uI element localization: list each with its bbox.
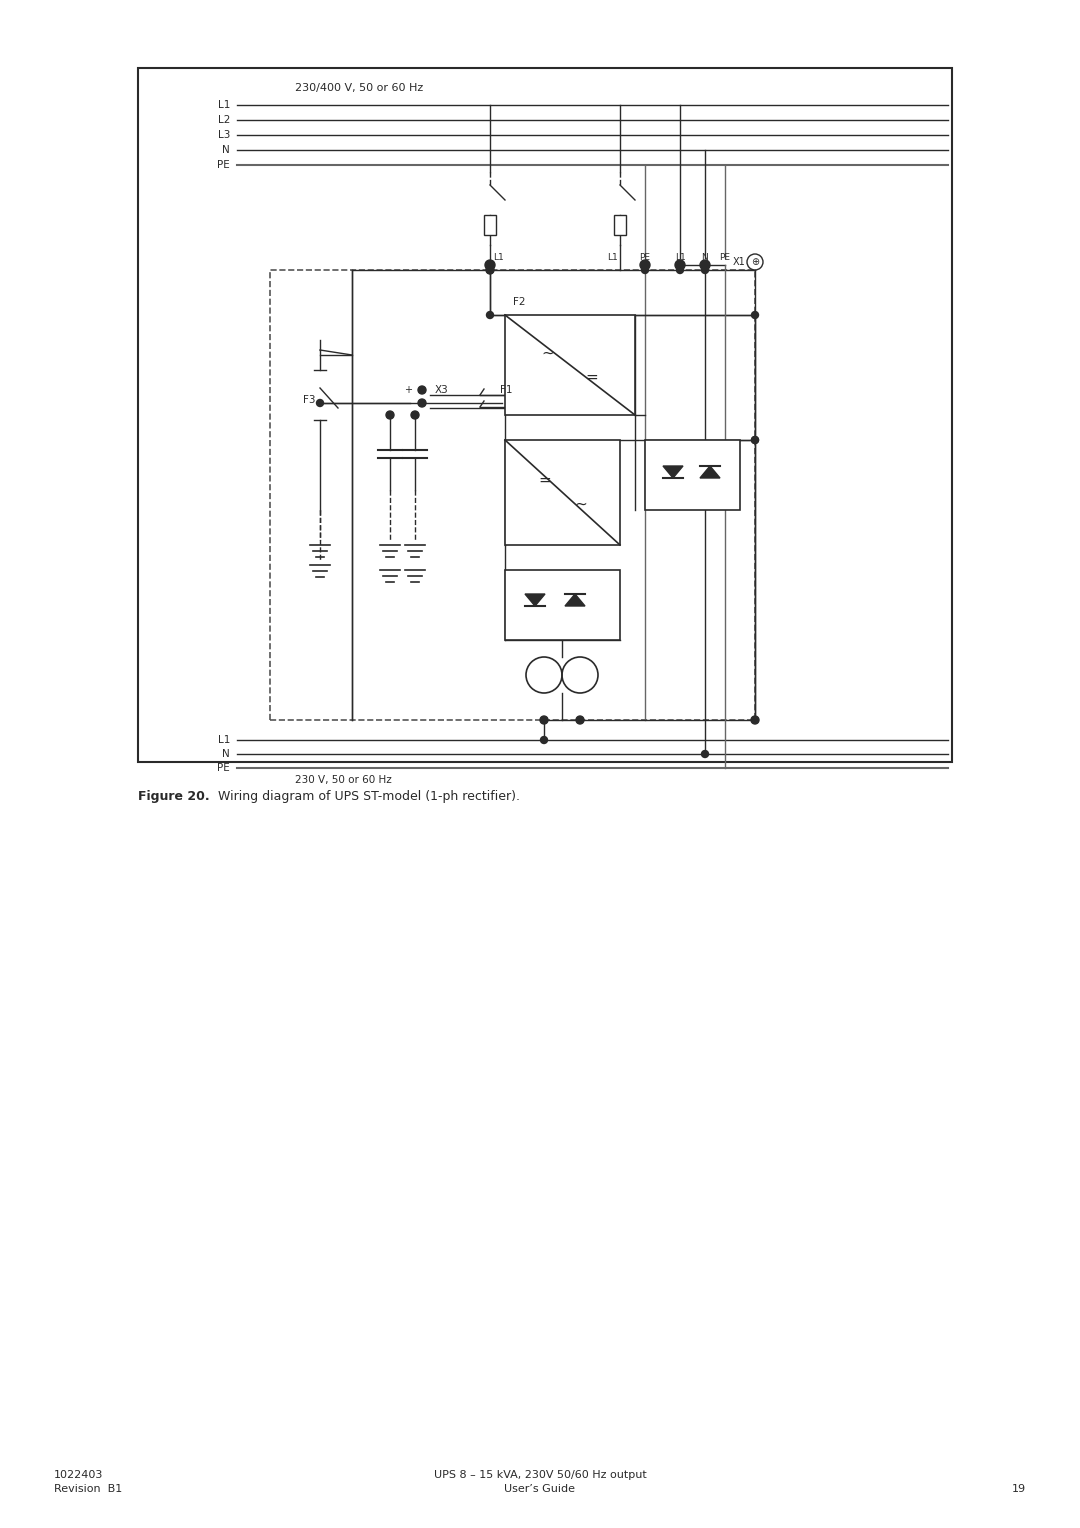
Text: =: =: [585, 370, 598, 385]
Text: =: =: [538, 474, 551, 487]
Text: L1: L1: [492, 254, 503, 261]
Text: UPS 8 – 15 kVA, 230V 50/60 Hz output
User’s Guide: UPS 8 – 15 kVA, 230V 50/60 Hz output Use…: [434, 1470, 646, 1494]
Circle shape: [411, 411, 419, 419]
Bar: [138, 69, 951, 762]
Circle shape: [751, 717, 759, 724]
Text: +: +: [404, 385, 411, 396]
Circle shape: [752, 437, 758, 443]
Text: L2: L2: [218, 115, 230, 125]
Bar: [505, 440, 620, 545]
Bar: [484, 215, 496, 235]
Text: F2: F2: [513, 296, 526, 307]
Text: 230/400 V, 50 or 60 Hz: 230/400 V, 50 or 60 Hz: [295, 83, 423, 93]
Polygon shape: [663, 466, 683, 478]
Circle shape: [486, 312, 494, 318]
Bar: [615, 215, 626, 235]
Circle shape: [540, 717, 548, 724]
Text: PE: PE: [719, 254, 730, 261]
Text: N: N: [702, 254, 708, 261]
Circle shape: [540, 736, 548, 744]
Text: L1: L1: [675, 254, 686, 261]
Text: PE: PE: [639, 254, 650, 261]
Circle shape: [676, 266, 684, 274]
Circle shape: [485, 260, 495, 270]
Text: X3: X3: [435, 385, 449, 396]
Text: Wiring diagram of UPS ST-model (1-ph rectifier).: Wiring diagram of UPS ST-model (1-ph rec…: [206, 790, 519, 804]
Text: PE: PE: [217, 160, 230, 170]
Text: 230 V, 50 or 60 Hz: 230 V, 50 or 60 Hz: [295, 775, 392, 785]
Text: F3: F3: [302, 396, 315, 405]
Text: N: N: [222, 145, 230, 154]
Circle shape: [702, 266, 708, 274]
Text: ~: ~: [542, 345, 554, 361]
Text: L1: L1: [607, 254, 618, 261]
Circle shape: [418, 399, 426, 406]
Polygon shape: [700, 466, 720, 478]
Text: 1022403
Revision  B1: 1022403 Revision B1: [54, 1470, 122, 1494]
Circle shape: [700, 260, 710, 270]
Circle shape: [675, 260, 685, 270]
Text: L1: L1: [218, 99, 230, 110]
Text: 19: 19: [1012, 1484, 1026, 1494]
Polygon shape: [525, 594, 545, 607]
Circle shape: [752, 312, 758, 318]
Circle shape: [752, 437, 758, 443]
Circle shape: [576, 717, 584, 724]
Circle shape: [486, 266, 494, 274]
Text: ~: ~: [575, 497, 586, 512]
Bar: [505, 570, 620, 640]
Text: ⊕: ⊕: [751, 257, 759, 267]
Bar: [645, 440, 740, 510]
Text: PE: PE: [217, 762, 230, 773]
Circle shape: [418, 387, 426, 394]
Text: F1: F1: [500, 385, 513, 396]
Text: Figure 20.: Figure 20.: [138, 790, 210, 804]
Bar: [270, 270, 755, 720]
Text: N: N: [222, 749, 230, 759]
Text: -: -: [406, 397, 409, 408]
Polygon shape: [565, 594, 585, 607]
Circle shape: [486, 266, 494, 274]
Circle shape: [640, 260, 650, 270]
Circle shape: [702, 750, 708, 758]
Circle shape: [642, 266, 648, 274]
Text: L1: L1: [218, 735, 230, 746]
Bar: [505, 315, 635, 416]
Circle shape: [386, 411, 394, 419]
Circle shape: [316, 399, 324, 406]
Text: X1: X1: [733, 257, 746, 267]
Text: L3: L3: [218, 130, 230, 141]
